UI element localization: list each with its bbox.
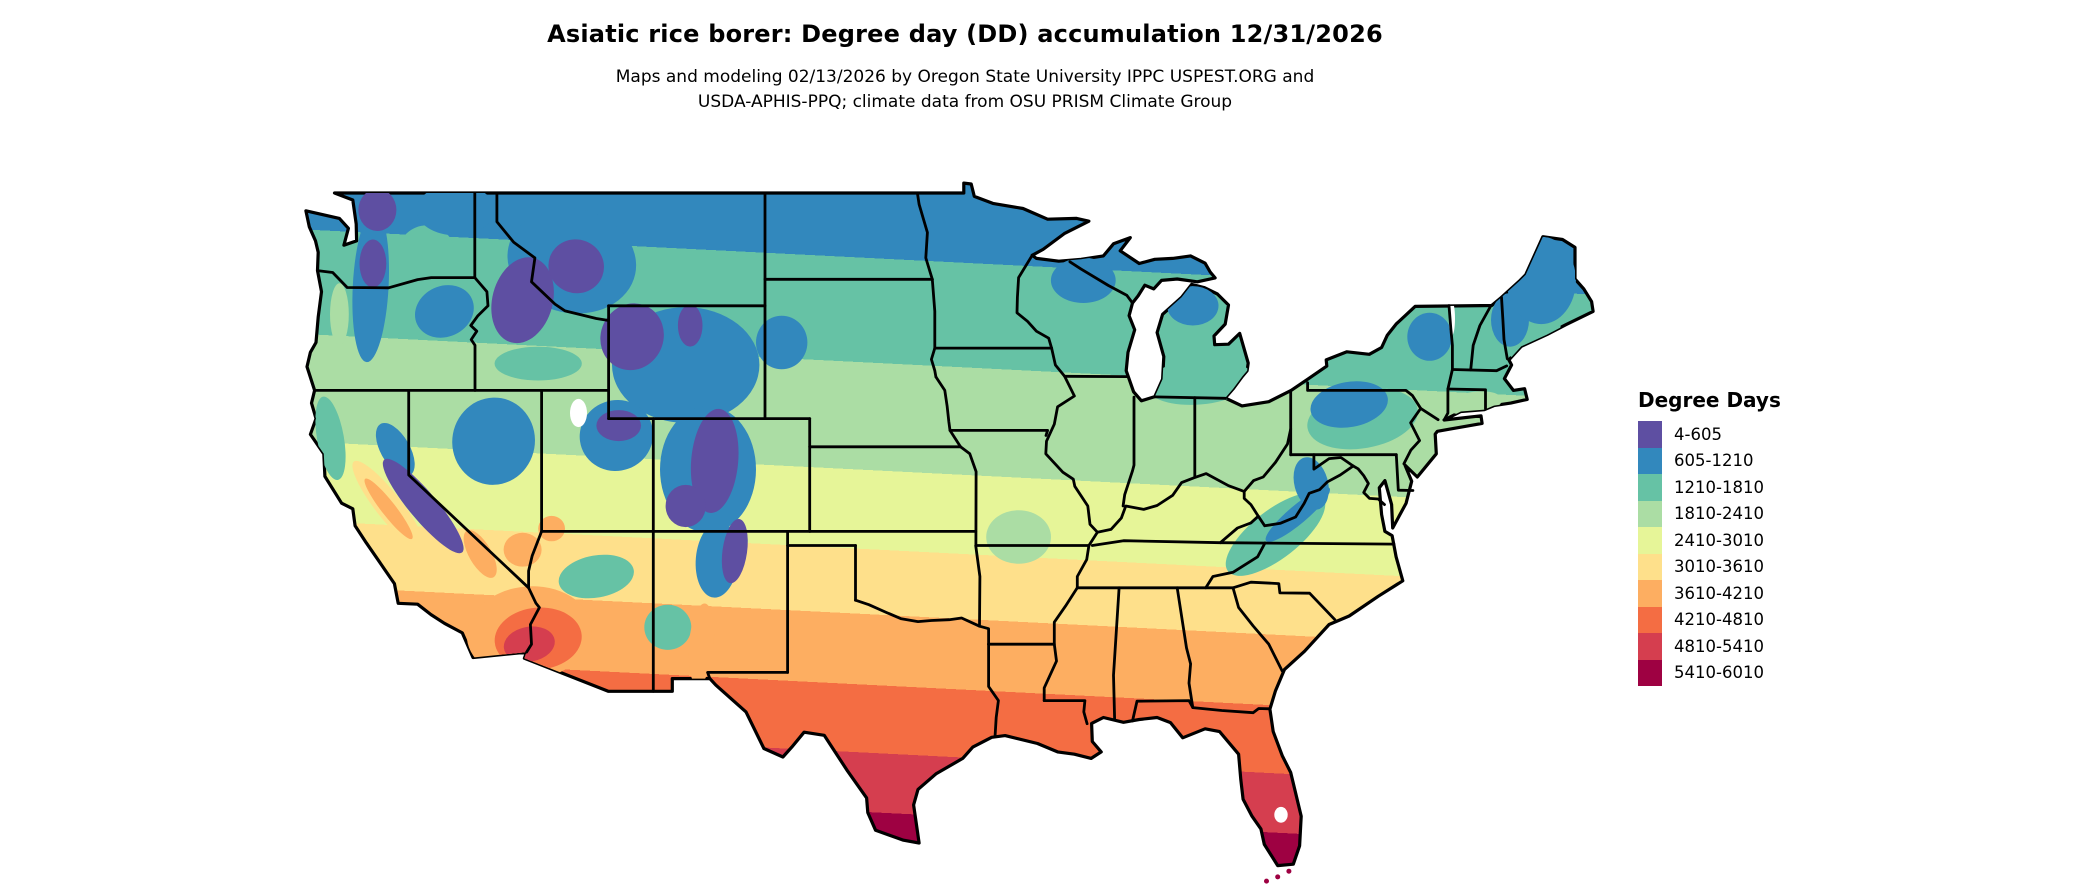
map-subtitle-line1: Maps and modeling 02/13/2026 by Oregon S…	[615, 67, 1315, 87]
legend-label: 5410-6010	[1674, 663, 1764, 683]
legend-row: 4810-5410	[1638, 633, 1781, 660]
legend-row: 4210-4810	[1638, 606, 1781, 633]
map-subtitle: Maps and modeling 02/13/2026 by Oregon S…	[0, 65, 1930, 115]
legend-label: 1210-1810	[1674, 477, 1764, 497]
legend-row: 1810-2410	[1638, 500, 1781, 527]
legend: Degree Days 4-605 605-1210 1210-1810 1810-2…	[1638, 388, 1781, 686]
legend-swatch	[1638, 500, 1662, 527]
legend-row: 605-1210	[1638, 447, 1781, 474]
legend-row: 3610-4210	[1638, 580, 1781, 607]
legend-row: 3010-3610	[1638, 553, 1781, 580]
terrain-detail-layer	[315, 184, 1576, 823]
legend-label: 4810-5410	[1674, 636, 1764, 656]
legend-swatch	[1638, 580, 1662, 607]
legend-title: Degree Days	[1638, 388, 1781, 412]
legend-rows: 4-605 605-1210 1210-1810 1810-2410 2410-3010…	[1638, 421, 1781, 686]
legend-row: 2410-3010	[1638, 527, 1781, 554]
legend-label: 3610-4210	[1674, 583, 1764, 603]
florida-keys	[1264, 868, 1292, 884]
us-degree-day-map	[300, 140, 1630, 892]
legend-swatch	[1638, 527, 1662, 554]
legend-label: 1810-2410	[1674, 504, 1764, 524]
legend-swatch	[1638, 447, 1662, 474]
map-subtitle-line2: USDA-APHIS-PPQ; climate data from OSU PR…	[697, 92, 1233, 112]
figure-header: Asiatic rice borer: Degree day (DD) accu…	[0, 0, 1930, 115]
legend-label: 605-1210	[1674, 451, 1754, 471]
us-map-svg	[304, 181, 1595, 884]
legend-label: 3010-3610	[1674, 557, 1764, 577]
map-title: Asiatic rice borer: Degree day (DD) accu…	[547, 20, 1383, 48]
legend-swatch	[1638, 659, 1662, 686]
legend-swatch	[1638, 606, 1662, 633]
legend-row: 1210-1810	[1638, 474, 1781, 501]
legend-swatch	[1638, 633, 1662, 660]
legend-label: 4-605	[1674, 424, 1722, 444]
legend-swatch	[1638, 474, 1662, 501]
legend-row: 4-605	[1638, 421, 1781, 448]
legend-label: 2410-3010	[1674, 530, 1764, 550]
legend-swatch	[1638, 553, 1662, 580]
legend-swatch	[1638, 421, 1662, 448]
legend-row: 5410-6010	[1638, 659, 1781, 686]
state-borders	[313, 191, 1509, 737]
legend-label: 4210-4810	[1674, 610, 1764, 630]
